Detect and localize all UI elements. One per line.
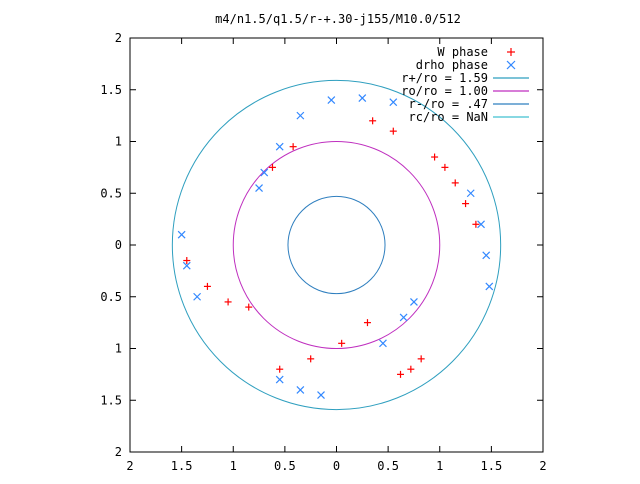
point-1-2 bbox=[482, 251, 491, 260]
point-0-5 bbox=[245, 303, 253, 311]
point-0-8 bbox=[183, 257, 191, 265]
point-0-15 bbox=[417, 355, 425, 363]
x-tick-label-7: 1.5 bbox=[481, 459, 503, 473]
y-tick-label-1: 1.5 bbox=[100, 393, 122, 407]
y-tick-label-4: 0 bbox=[115, 238, 122, 252]
point-0-13 bbox=[397, 370, 405, 378]
point-0-9 bbox=[363, 319, 371, 327]
point-1-7 bbox=[296, 111, 305, 120]
point-1-13 bbox=[317, 391, 325, 399]
y-tick-label-2: 1 bbox=[115, 342, 122, 356]
x-tick-label-0: 2 bbox=[126, 459, 133, 473]
point-1-14 bbox=[379, 339, 387, 348]
point-0-1 bbox=[441, 163, 449, 171]
legend-label-0: W phase bbox=[437, 45, 488, 59]
legend-swatch-0 bbox=[507, 48, 515, 56]
x-tick-label-8: 2 bbox=[539, 459, 546, 473]
point-1-15 bbox=[399, 313, 408, 322]
point-1-8 bbox=[327, 96, 336, 105]
point-1-1 bbox=[477, 220, 485, 229]
point-1-3 bbox=[485, 282, 494, 291]
x-tick-label-3: 0.5 bbox=[274, 459, 296, 473]
legend-swatch-1 bbox=[506, 60, 516, 70]
y-tick-label-0: 2 bbox=[115, 445, 122, 459]
point-0-18 bbox=[369, 117, 377, 125]
legend-label-1: drho phase bbox=[416, 58, 488, 72]
x-tick-label-1: 1.5 bbox=[171, 459, 193, 473]
point-0-19 bbox=[389, 127, 397, 135]
point-0-0 bbox=[431, 153, 439, 161]
reference-circle-1 bbox=[232, 141, 441, 349]
legend-label-4: r-/ro = .47 bbox=[409, 97, 488, 111]
point-1-11 bbox=[275, 375, 284, 384]
legend-label-3: ro/ro = 1.00 bbox=[401, 84, 488, 98]
point-1-17 bbox=[255, 184, 263, 192]
point-0-4 bbox=[472, 220, 480, 228]
x-tick-label-2: 1 bbox=[230, 459, 237, 473]
reference-circle-0 bbox=[171, 79, 502, 411]
point-1-16 bbox=[410, 298, 418, 306]
point-0-7 bbox=[203, 282, 211, 290]
point-1-12 bbox=[296, 385, 305, 394]
point-1-6 bbox=[177, 230, 186, 239]
y-tick-label-6: 1 bbox=[115, 135, 122, 149]
point-0-12 bbox=[276, 365, 284, 373]
axis-ticks: 2 1.5 1 0.5 0 0.5 1 1.5 221.510.500.511.52 bbox=[100, 31, 546, 473]
y-tick-label-8: 2 bbox=[115, 31, 122, 45]
point-0-17 bbox=[289, 143, 297, 151]
point-0-11 bbox=[307, 355, 315, 363]
point-0-10 bbox=[338, 339, 346, 347]
point-1-19 bbox=[275, 142, 284, 151]
point-1-9 bbox=[358, 94, 367, 102]
point-0-3 bbox=[462, 200, 470, 208]
legend-label-5: rc/ro = NaN bbox=[409, 110, 488, 124]
point-0-6 bbox=[224, 298, 232, 306]
legend-label-2: r+/ro = 1.59 bbox=[401, 71, 488, 85]
point-0-16 bbox=[268, 163, 276, 171]
x-tick-label-6: 1 bbox=[436, 459, 443, 473]
reference-circles bbox=[171, 79, 502, 411]
data-points bbox=[177, 94, 494, 399]
y-tick-label-7: 1.5 bbox=[100, 83, 122, 97]
point-1-4 bbox=[193, 292, 202, 301]
point-1-0 bbox=[466, 189, 475, 198]
chart-title: m4/n1.5/q1.5/r-+.30-j155/M10.0/512 bbox=[215, 12, 461, 26]
y-tick-label-5: 0.5 bbox=[100, 186, 122, 200]
point-0-14 bbox=[407, 365, 415, 373]
x-tick-label-5: 0.5 bbox=[377, 459, 399, 473]
point-1-10 bbox=[389, 98, 398, 107]
reference-circle-2 bbox=[287, 195, 386, 295]
point-1-5 bbox=[182, 261, 191, 270]
y-tick-label-3: 0.5 bbox=[100, 290, 122, 304]
point-0-2 bbox=[451, 179, 459, 187]
point-1-18 bbox=[260, 168, 269, 177]
x-tick-label-4: 0 bbox=[333, 459, 340, 473]
